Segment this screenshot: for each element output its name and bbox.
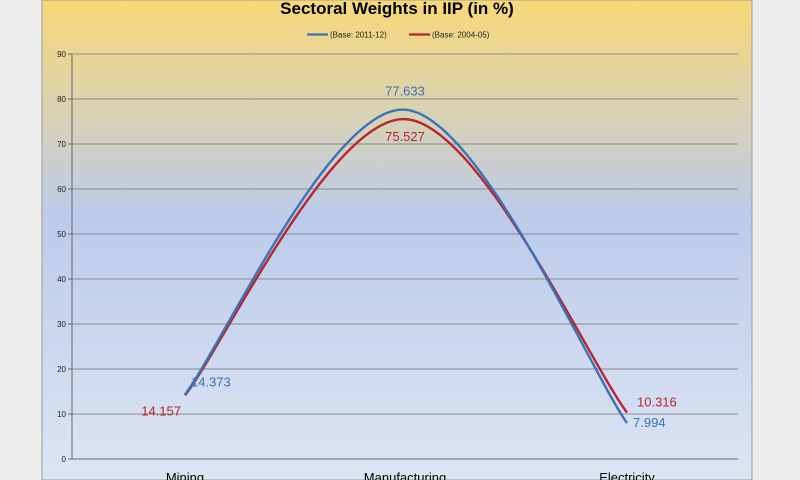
y-tick-label: 30 (57, 320, 66, 329)
chart-title: Sectoral Weights in IIP (in %) (280, 0, 514, 18)
x-category-label: Mining (166, 470, 204, 480)
x-category-label: Manufacturing (364, 470, 446, 480)
y-tick-label: 10 (57, 410, 66, 419)
data-labels: 14.157 75.527 10.316 14.373 77.633 7.994 (141, 84, 677, 430)
y-tick-label: 80 (57, 95, 66, 104)
y-tick-label: 70 (57, 140, 66, 149)
y-tick-label: 20 (57, 365, 66, 374)
y-tick-label: 60 (57, 185, 66, 194)
data-label: 75.527 (385, 129, 425, 144)
axes: 0 10 20 30 40 50 60 70 80 90 Mining Manufacturing El… (57, 50, 738, 480)
series-line-2004 (184, 117, 628, 414)
series-line-2011 (184, 108, 628, 424)
x-category-label: Electricity (599, 470, 655, 480)
chart-area (41, 0, 753, 480)
data-label: 14.157 (141, 403, 181, 418)
y-tick-label: 0 (62, 455, 67, 464)
data-label: 10.316 (637, 395, 677, 410)
legend-label-2004: (Base: 2004-05) (432, 31, 490, 40)
y-tick-label: 90 (57, 50, 66, 59)
y-tick-label: 40 (57, 275, 66, 284)
legend-label-2011: (Base: 2011-12) (330, 31, 387, 40)
data-label: 14.373 (191, 374, 231, 389)
y-tick-label: 50 (57, 230, 66, 239)
data-label: 7.994 (633, 415, 666, 430)
data-label: 77.633 (385, 84, 425, 99)
legend: (Base: 2011-12) (Base: 2004-05) (307, 31, 490, 40)
series-lines (184, 108, 628, 424)
gridlines (72, 53, 738, 415)
